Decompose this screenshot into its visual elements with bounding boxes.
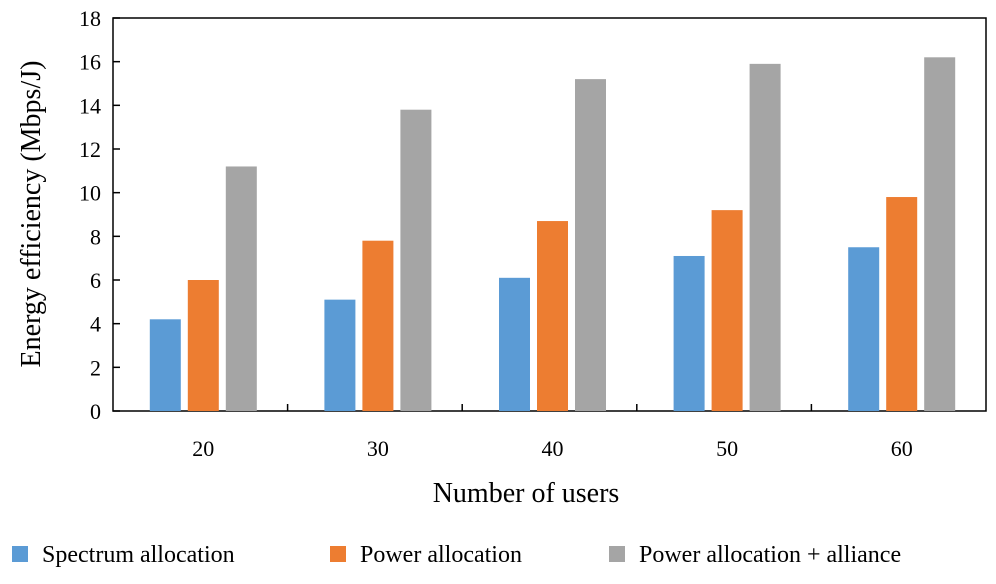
y-tick-label: 18: [79, 6, 101, 31]
bars: [149, 57, 956, 412]
bar-3-50: [749, 63, 781, 411]
x-axis-title: Number of users: [433, 478, 620, 509]
legend-swatch-1: [12, 546, 28, 562]
legend-label-2: Power allocation: [360, 542, 522, 568]
y-tick-label: 2: [90, 355, 101, 380]
bar-3-60: [924, 57, 956, 412]
bar-2-30: [362, 240, 394, 411]
bar-2-60: [886, 197, 918, 411]
bar-1-40: [499, 277, 530, 411]
bar-2-50: [711, 210, 743, 411]
y-tick-label: 14: [79, 93, 101, 118]
y-axis-ticks: 0 2 4 6 8 10 12 14 16 18: [79, 6, 120, 424]
bar-1-30: [324, 299, 356, 411]
x-tick-label: 60: [891, 436, 913, 461]
y-tick-label: 8: [90, 224, 101, 249]
bar-3-30: [400, 109, 432, 411]
bar-1-50: [673, 255, 705, 411]
x-tick-label: 50: [716, 436, 738, 461]
y-tick-label: 10: [79, 181, 101, 206]
bar-1-60: [848, 247, 880, 411]
bar-3-20: [225, 166, 257, 411]
y-tick-label: 6: [90, 268, 101, 293]
bar-1-20: [149, 319, 181, 411]
y-tick-label: 4: [90, 312, 101, 337]
legend: Spectrum allocation Power allocation Power…: [12, 542, 901, 568]
legend-label-3: Power allocation + alliance: [639, 542, 901, 568]
y-tick-label: 0: [90, 399, 101, 424]
legend-label-1: Spectrum allocation: [42, 542, 235, 568]
y-tick-label: 12: [79, 137, 101, 162]
x-axis-ticks: 20 30 40 50 60: [192, 404, 913, 461]
x-tick-label: 20: [192, 436, 214, 461]
y-tick-label: 16: [79, 50, 101, 75]
x-tick-label: 30: [367, 436, 389, 461]
y-axis-title: Energy efficiency (Mbps/J): [16, 61, 47, 368]
legend-swatch-3: [609, 546, 625, 562]
legend-swatch-2: [330, 546, 346, 562]
bar-2-20: [187, 280, 219, 411]
x-tick-label: 40: [542, 436, 564, 461]
bar-2-40: [537, 221, 568, 411]
bar-3-40: [575, 79, 606, 411]
